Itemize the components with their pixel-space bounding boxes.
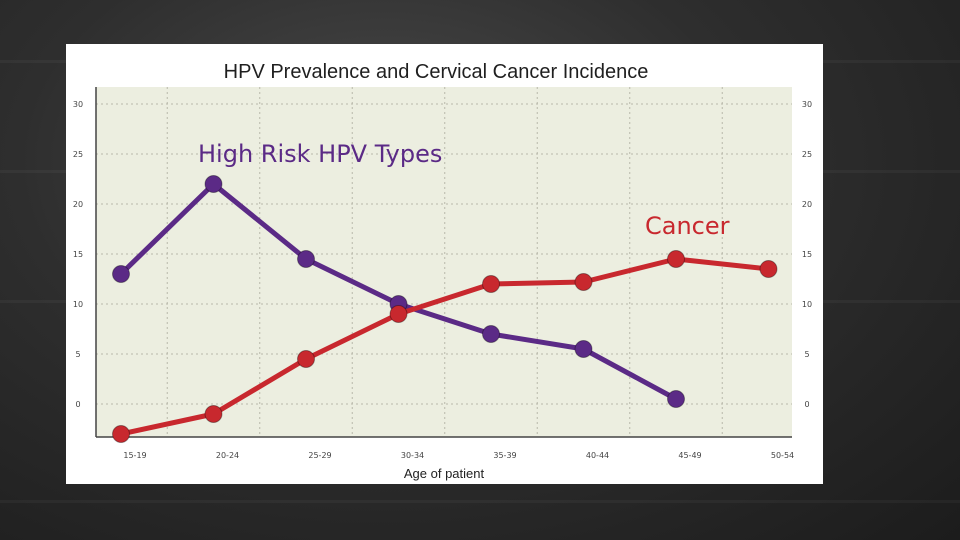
y-tick-label-right: 25 <box>802 150 812 159</box>
series-label-cancer: Cancer <box>645 212 730 240</box>
y-tick-label-left: 0 <box>75 400 80 409</box>
y-tick-label-left: 10 <box>73 300 83 309</box>
y-tick-label-left: 25 <box>73 150 83 159</box>
y-tick-label-right: 5 <box>804 350 809 359</box>
data-point-0-1 <box>204 175 223 193</box>
data-point-1-3 <box>389 305 408 323</box>
series-layer <box>112 175 778 443</box>
data-point-1-5 <box>574 273 593 291</box>
data-point-1-1 <box>204 405 223 423</box>
data-point-0-0 <box>112 265 130 283</box>
y-tick-label-left: 20 <box>73 200 83 209</box>
y-tick-label-left: 5 <box>75 350 80 359</box>
axes: 0 0 5 5 10 10 15 15 20 20 25 25 30 30 15-19 20-24 25-29 3… <box>73 87 812 460</box>
line-chart: HPV Prevalence and Cervical Cancer Incid… <box>73 61 812 481</box>
x-tick-label: 50-54 <box>771 451 794 460</box>
series-label-high-risk-hpv: High Risk HPV Types <box>198 140 442 168</box>
y-tick-label-right: 30 <box>802 100 812 109</box>
data-point-1-4 <box>482 275 500 293</box>
y-tick-label-right: 15 <box>802 250 812 259</box>
y-tick-label-right: 20 <box>802 200 812 209</box>
x-tick-label: 35-39 <box>493 451 516 460</box>
data-point-1-6 <box>667 250 685 268</box>
x-tick-label: 45-49 <box>678 451 701 460</box>
data-point-0-6 <box>667 390 685 408</box>
y-tick-label-left: 30 <box>73 100 83 109</box>
chart-title: HPV Prevalence and Cervical Cancer Incid… <box>224 61 649 83</box>
y-tick-label-right: 0 <box>804 400 809 409</box>
y-tick-label-left: 15 <box>73 250 83 259</box>
data-point-0-2 <box>297 250 315 268</box>
data-point-0-5 <box>574 340 593 358</box>
y-tick-label-right: 10 <box>802 300 812 309</box>
x-tick-label: 20-24 <box>216 451 239 460</box>
x-tick-label: 15-19 <box>123 451 146 460</box>
data-point-1-7 <box>759 260 778 278</box>
data-point-0-4 <box>482 325 500 343</box>
data-point-1-2 <box>297 350 315 368</box>
x-tick-label: 30-34 <box>401 451 424 460</box>
chart-panel: HPV Prevalence and Cervical Cancer Incid… <box>66 44 823 484</box>
x-tick-label: 40-44 <box>586 451 609 460</box>
series-line-1 <box>118 256 771 437</box>
x-axis-title: Age of patient <box>404 466 485 481</box>
data-point-1-0 <box>112 425 130 443</box>
x-tick-label: 25-29 <box>308 451 331 460</box>
